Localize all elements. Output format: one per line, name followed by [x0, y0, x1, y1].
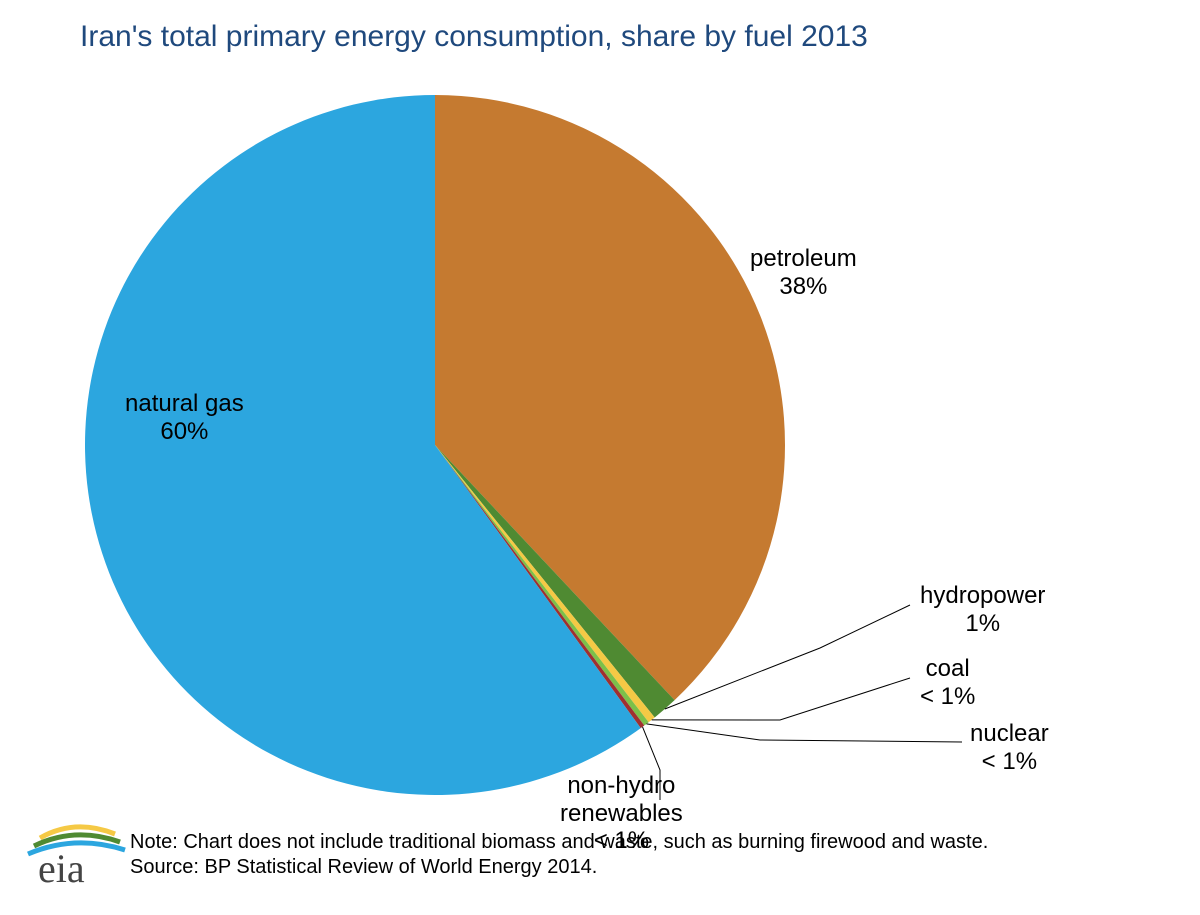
- label-natural-gas: natural gas60%: [125, 390, 244, 445]
- chart-container: Iran's total primary energy consumption,…: [0, 0, 1200, 915]
- label-hydropower: hydropower1%: [920, 582, 1045, 637]
- footer-source: Source: BP Statistical Review of World E…: [130, 855, 988, 880]
- eia-logo-text: eia: [38, 846, 85, 890]
- label-nuclear: nuclear< 1%: [970, 720, 1049, 775]
- label-petroleum: petroleum38%: [750, 245, 857, 300]
- footer-note: Note: Chart does not include traditional…: [130, 830, 988, 855]
- footer-text: Note: Chart does not include traditional…: [130, 830, 988, 880]
- eia-logo: eia: [20, 820, 130, 890]
- leader-line: [646, 724, 962, 742]
- label-coal: coal< 1%: [920, 655, 975, 710]
